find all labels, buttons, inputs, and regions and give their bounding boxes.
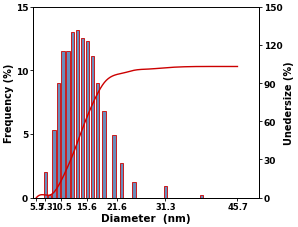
Bar [200, 195, 203, 198]
Bar [61, 52, 65, 198]
Bar [71, 33, 74, 198]
Bar [119, 163, 123, 198]
Y-axis label: Frequency (%): Frequency (%) [4, 63, 14, 142]
Bar [44, 172, 47, 198]
Y-axis label: Unedersize (%): Unedersize (%) [284, 61, 294, 144]
Bar [66, 52, 70, 198]
Bar [86, 42, 89, 198]
Bar [80, 39, 84, 198]
Bar [164, 186, 167, 198]
Bar [102, 111, 106, 198]
Bar [96, 84, 99, 198]
Bar [112, 136, 116, 198]
Bar [76, 30, 79, 198]
Bar [52, 131, 56, 198]
Bar [48, 195, 51, 198]
X-axis label: Diameter  (nm): Diameter (nm) [101, 213, 191, 223]
Bar [57, 84, 60, 198]
Bar [91, 57, 94, 198]
Bar [132, 183, 136, 198]
